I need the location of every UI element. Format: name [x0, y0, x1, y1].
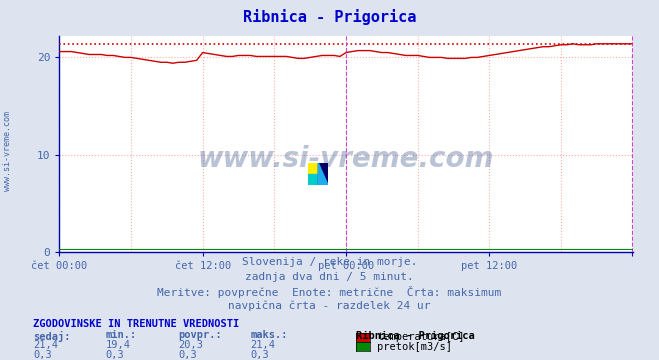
Text: maks.:: maks.: — [250, 330, 288, 341]
Text: 20,3: 20,3 — [178, 340, 203, 350]
Text: 0,3: 0,3 — [178, 350, 196, 360]
Text: www.si-vreme.com: www.si-vreme.com — [198, 145, 494, 173]
Polygon shape — [318, 163, 328, 185]
Bar — [308, 163, 318, 174]
Text: temperatura[C]: temperatura[C] — [377, 332, 465, 342]
Text: Ribnica - Prigorica: Ribnica - Prigorica — [356, 330, 474, 341]
Text: sedaj:: sedaj: — [33, 330, 71, 342]
Text: Meritve: povprečne  Enote: metrične  Črta: maksimum: Meritve: povprečne Enote: metrične Črta:… — [158, 286, 501, 298]
Text: navpična črta - razdelek 24 ur: navpična črta - razdelek 24 ur — [228, 301, 431, 311]
Text: Slovenija / reke in morje.: Slovenija / reke in morje. — [242, 257, 417, 267]
Text: povpr.:: povpr.: — [178, 330, 221, 341]
Bar — [308, 174, 318, 185]
Text: Ribnica - Prigorica: Ribnica - Prigorica — [243, 9, 416, 25]
Text: 19,4: 19,4 — [105, 340, 130, 350]
Text: 21,4: 21,4 — [250, 340, 275, 350]
Text: min.:: min.: — [105, 330, 136, 341]
Text: pretok[m3/s]: pretok[m3/s] — [377, 342, 452, 352]
Text: ZGODOVINSKE IN TRENUTNE VREDNOSTI: ZGODOVINSKE IN TRENUTNE VREDNOSTI — [33, 319, 239, 329]
Text: www.si-vreme.com: www.si-vreme.com — [3, 111, 13, 191]
Text: zadnja dva dni / 5 minut.: zadnja dva dni / 5 minut. — [245, 272, 414, 282]
Text: 21,4: 21,4 — [33, 340, 58, 350]
Bar — [318, 163, 328, 185]
Text: 0,3: 0,3 — [33, 350, 51, 360]
Text: 0,3: 0,3 — [105, 350, 124, 360]
Polygon shape — [318, 163, 328, 185]
Text: 0,3: 0,3 — [250, 350, 269, 360]
